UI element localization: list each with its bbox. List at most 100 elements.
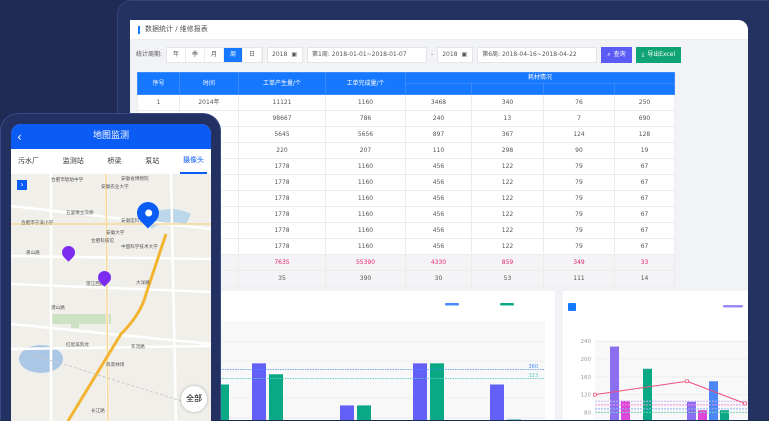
tab-sewage[interactable]: 污水厂 xyxy=(15,149,42,174)
table-cell: 7635 xyxy=(239,255,326,271)
table-cell: 13 xyxy=(472,111,544,127)
line-point xyxy=(593,393,596,396)
legend-swatch xyxy=(445,303,459,306)
bar xyxy=(698,410,707,420)
table-cell: 456 xyxy=(406,191,472,207)
tab-pump-station[interactable]: 泵站 xyxy=(142,149,162,174)
table-cell: 79 xyxy=(544,223,615,239)
table-cell: 110 xyxy=(406,143,472,159)
col-header: 序号 xyxy=(138,73,180,95)
table-cell: 67 xyxy=(615,191,675,207)
period-year[interactable]: 年 xyxy=(167,48,186,62)
table-cell: 298 xyxy=(472,143,544,159)
chart-icon xyxy=(568,303,576,311)
period-day[interactable]: 日 xyxy=(243,48,262,62)
calendar-icon: ▣ xyxy=(461,52,467,58)
bar xyxy=(269,374,283,420)
period-month[interactable]: 月 xyxy=(205,48,224,62)
table-cell: 67 xyxy=(615,239,675,255)
show-all-button[interactable]: 全部 xyxy=(181,386,207,412)
bar xyxy=(340,405,354,420)
map-label: 大洋路 xyxy=(136,282,150,287)
y-tick-label: 200 xyxy=(581,357,592,363)
table-cell: 4330 xyxy=(406,255,472,271)
table-cell: 33 xyxy=(615,255,675,271)
table-cell: 122 xyxy=(472,207,544,223)
map-label: 长江路 xyxy=(91,410,105,415)
table-cell: 456 xyxy=(406,223,472,239)
table-cell: 122 xyxy=(472,191,544,207)
phone-title: 地图监测 xyxy=(93,132,129,141)
export-button[interactable]: ⤓导出Excel xyxy=(636,47,682,63)
table-cell: 55390 xyxy=(326,255,406,271)
line-point xyxy=(685,380,688,383)
calendar-icon: ▣ xyxy=(291,52,297,58)
table-cell: 79 xyxy=(544,207,615,223)
back-icon[interactable]: ‹ xyxy=(17,131,22,143)
map-view[interactable]: 合肥市琥珀中学安徽农业大学安徽省博物院五里墩立交桥安徽医科大学合肥市宁溪小学安徽… xyxy=(11,174,211,421)
start-year: 2018 xyxy=(272,52,287,58)
map-label: 安徽省博物院 xyxy=(121,178,149,183)
phone-frame: ‹ 地图监测 污水厂 监测站 桥梁 泵站 摄像头 xyxy=(0,113,221,420)
table-cell: 79 xyxy=(544,175,615,191)
table-cell: 1778 xyxy=(239,223,326,239)
table-cell: 1778 xyxy=(239,159,326,175)
map-label: 安徽大学 xyxy=(106,232,124,237)
end-year-select[interactable]: 2018 ▣ xyxy=(437,47,473,63)
table-cell: 456 xyxy=(406,159,472,175)
table-cell: 367 xyxy=(472,127,544,143)
map-label: 合肥市宁溪小学 xyxy=(21,222,53,227)
line-point xyxy=(743,402,746,405)
start-week-select[interactable]: 第1周: 2018-01-01~2018-01-07 xyxy=(307,47,427,63)
table-cell: 67 xyxy=(615,175,675,191)
table-cell: 3468 xyxy=(406,95,472,111)
period-selector: 年 季 月 周 日 xyxy=(166,47,263,63)
y-tick-label: 160 xyxy=(581,375,592,381)
table-cell: 786 xyxy=(326,111,406,127)
table-cell: 2014年 xyxy=(180,95,239,111)
bar xyxy=(490,384,504,420)
col-header: 工单产生量/个 xyxy=(239,73,326,95)
map-label: 红星美凯龙 xyxy=(66,344,89,349)
map-label: 合肥科技馆 xyxy=(91,240,114,245)
table-cell: 1778 xyxy=(239,239,326,255)
end-week-select[interactable]: 第6周: 2018-04-16~2018-04-22 xyxy=(477,47,597,63)
table-cell: 122 xyxy=(472,159,544,175)
table-cell: 240 xyxy=(406,111,472,127)
expand-panel-button[interactable]: › xyxy=(17,180,27,190)
table-cell: 1160 xyxy=(326,191,406,207)
tab-camera[interactable]: 摄像头 xyxy=(180,149,207,174)
table-cell: 1160 xyxy=(326,95,406,111)
table-cell: 220 xyxy=(239,143,326,159)
bar xyxy=(252,363,266,420)
table-cell: 1160 xyxy=(326,159,406,175)
table-cell: 897 xyxy=(406,127,472,143)
table-cell: 122 xyxy=(472,175,544,191)
table-cell: 79 xyxy=(544,191,615,207)
period-week[interactable]: 周 xyxy=(224,48,243,62)
search-icon: ⌕ xyxy=(607,52,610,58)
map-label: 中国科学技术大学 xyxy=(121,246,158,251)
table-cell: 690 xyxy=(615,111,675,127)
col-header: 时间 xyxy=(180,73,239,95)
query-button[interactable]: ⌕查询 xyxy=(601,47,631,63)
tab-bridge[interactable]: 桥梁 xyxy=(105,149,125,174)
table-cell: 5656 xyxy=(326,127,406,143)
table-cell: 111 xyxy=(544,271,615,287)
bar xyxy=(720,410,729,420)
map-label: 东流路 xyxy=(131,346,145,351)
table-cell: 67 xyxy=(615,223,675,239)
tab-monitor-station[interactable]: 监测站 xyxy=(60,149,87,174)
end-week: 第6周: 2018-04-16~2018-04-22 xyxy=(482,52,577,58)
period-quarter[interactable]: 季 xyxy=(186,48,205,62)
bar xyxy=(357,405,371,420)
map-label: 安徽农业大学 xyxy=(101,186,129,191)
end-year: 2018 xyxy=(442,52,457,58)
start-year-select[interactable]: 2018 ▣ xyxy=(267,47,303,63)
filter-bar: 统计周期: 年 季 月 周 日 2018▣ 第1周: 2018-01-01~20… xyxy=(136,47,681,63)
phone-screen: ‹ 地图监测 污水厂 监测站 桥梁 泵站 摄像头 xyxy=(11,124,211,421)
table-cell: 1160 xyxy=(326,239,406,255)
table-cell: 53 xyxy=(472,271,544,287)
table-cell: 35 xyxy=(239,271,326,287)
